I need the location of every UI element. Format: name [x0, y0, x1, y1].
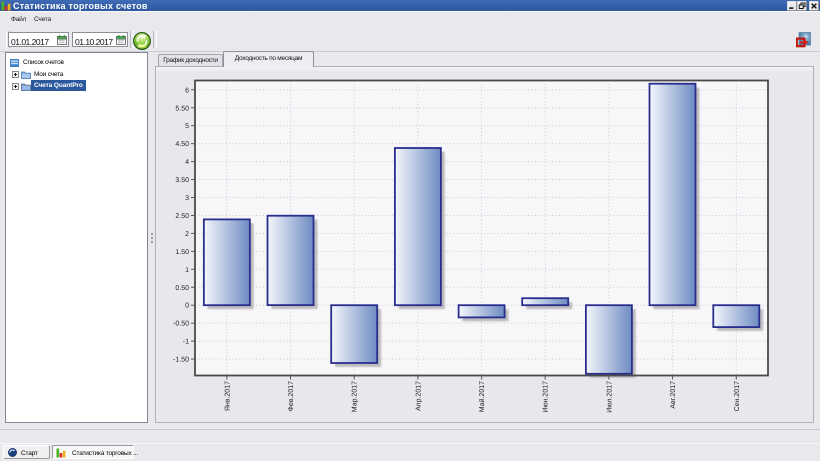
- svg-text:Мар.2017: Мар.2017: [352, 381, 359, 412]
- svg-text:Янв.2017: Янв.2017: [224, 381, 231, 411]
- svg-text:2: 2: [185, 231, 189, 238]
- svg-text:1.50: 1.50: [175, 249, 189, 256]
- svg-text:-0.50: -0.50: [173, 321, 189, 328]
- svg-text:-1: -1: [183, 339, 189, 346]
- svg-text:Сен.2017: Сен.2017: [734, 381, 741, 411]
- svg-text:Июл.2017: Июл.2017: [606, 381, 613, 413]
- svg-text:5: 5: [185, 123, 189, 130]
- svg-text:Фев.2017: Фев.2017: [288, 381, 295, 412]
- svg-text:6: 6: [185, 87, 189, 94]
- svg-text:3: 3: [185, 195, 189, 202]
- svg-text:Апр.2017: Апр.2017: [415, 381, 422, 411]
- svg-text:-1.50: -1.50: [173, 357, 189, 364]
- svg-text:2.50: 2.50: [175, 213, 189, 220]
- svg-text:0.50: 0.50: [175, 285, 189, 292]
- svg-text:1: 1: [185, 267, 189, 274]
- svg-text:Июн.2017: Июн.2017: [543, 381, 550, 413]
- svg-text:Май.2017: Май.2017: [478, 381, 486, 412]
- svg-text:0: 0: [185, 303, 189, 310]
- svg-text:4: 4: [185, 159, 189, 166]
- svg-text:Авг.2017: Авг.2017: [670, 381, 677, 409]
- svg-text:3.50: 3.50: [175, 177, 189, 184]
- svg-text:4.50: 4.50: [175, 141, 189, 148]
- svg-text:5.50: 5.50: [175, 105, 189, 112]
